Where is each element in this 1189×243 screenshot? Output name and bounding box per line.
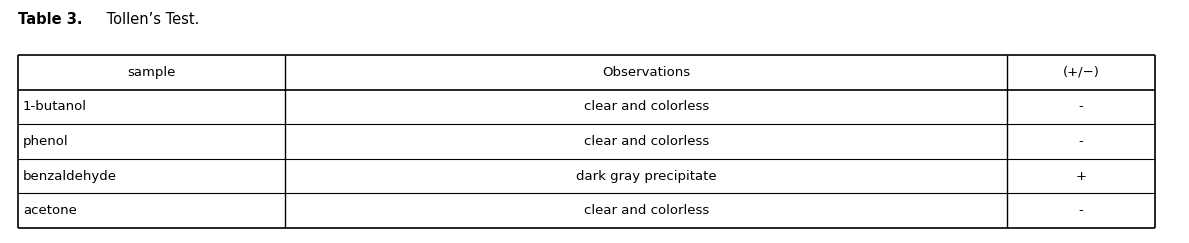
Text: Tollen’s Test.: Tollen’s Test. — [102, 12, 200, 27]
Text: phenol: phenol — [23, 135, 69, 148]
Text: Table 3.: Table 3. — [18, 12, 82, 27]
Text: -: - — [1078, 204, 1083, 217]
Text: +: + — [1076, 170, 1087, 182]
Text: acetone: acetone — [23, 204, 77, 217]
Text: sample: sample — [127, 66, 176, 79]
Text: Observations: Observations — [602, 66, 691, 79]
Text: clear and colorless: clear and colorless — [584, 135, 709, 148]
Text: 1-butanol: 1-butanol — [23, 100, 87, 113]
Text: (+/−): (+/−) — [1063, 66, 1100, 79]
Text: -: - — [1078, 100, 1083, 113]
Text: benzaldehyde: benzaldehyde — [23, 170, 117, 182]
Text: clear and colorless: clear and colorless — [584, 100, 709, 113]
Text: clear and colorless: clear and colorless — [584, 204, 709, 217]
Text: dark gray precipitate: dark gray precipitate — [575, 170, 717, 182]
Text: -: - — [1078, 135, 1083, 148]
